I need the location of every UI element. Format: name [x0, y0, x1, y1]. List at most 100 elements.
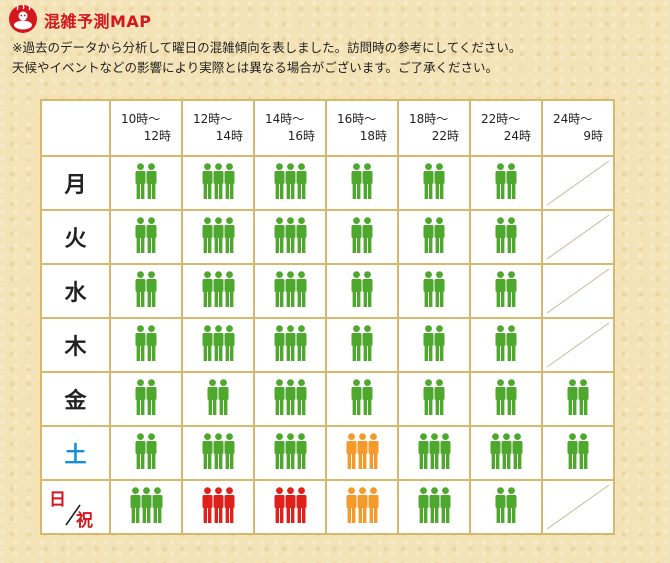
person-icon [434, 325, 445, 361]
day-label: 土 [40, 425, 111, 481]
person-icon [434, 163, 445, 199]
person-icon [296, 217, 306, 253]
person-icon [418, 487, 428, 523]
person-icon [296, 325, 306, 361]
day-row: 水 [40, 263, 615, 319]
time-slot-header: 22時〜 24時 [469, 99, 543, 157]
person-icon [285, 217, 295, 253]
person-icon [285, 487, 295, 523]
congestion-cell [325, 371, 399, 427]
person-icon [357, 487, 367, 523]
person-icon [146, 325, 157, 361]
people-group [135, 163, 157, 199]
people-group [346, 487, 379, 523]
day-label: 火 [40, 209, 111, 265]
people-group [490, 433, 523, 469]
person-icon [362, 379, 373, 415]
congestion-cell [541, 425, 615, 481]
person-icon [202, 217, 212, 253]
time-slot-start: 10時〜 [121, 112, 161, 126]
person-icon [423, 217, 434, 253]
person-icon [495, 379, 506, 415]
person-icon [202, 271, 212, 307]
people-group [135, 217, 157, 253]
people-group [423, 163, 445, 199]
congestion-cell [325, 425, 399, 481]
time-slot-header: 14時〜 16時 [253, 99, 327, 157]
people-group [495, 379, 517, 415]
day-row: 土 [40, 425, 615, 481]
congestion-cell [397, 425, 471, 481]
person-icon [423, 325, 434, 361]
person-icon [146, 217, 157, 253]
time-slot-end: 12時 [143, 129, 171, 143]
person-icon [296, 379, 306, 415]
time-slot-end: 9時 [583, 129, 603, 143]
person-icon [285, 271, 295, 307]
congestion-cell [397, 209, 471, 265]
person-icon [362, 217, 373, 253]
person-icon [578, 433, 589, 469]
congestion-cell [181, 155, 255, 211]
congestion-cell [541, 479, 615, 535]
congestion-cell [469, 209, 543, 265]
people-group [418, 433, 451, 469]
congestion-cell [325, 155, 399, 211]
person-icon [146, 433, 157, 469]
time-slot-end: 24時 [503, 129, 531, 143]
congestion-cell [325, 317, 399, 373]
congestion-cell [253, 425, 327, 481]
time-slot-end: 18時 [359, 129, 387, 143]
person-icon [224, 433, 234, 469]
people-group [274, 379, 307, 415]
congestion-cell [181, 479, 255, 535]
congestion-cell [397, 263, 471, 319]
person-icon [146, 163, 157, 199]
person-icon [512, 433, 522, 469]
people-group [495, 325, 517, 361]
people-group [274, 271, 307, 307]
onsen-bath-icon [9, 4, 37, 33]
people-group [274, 325, 307, 361]
person-icon [213, 325, 223, 361]
people-group [351, 217, 373, 253]
person-icon [274, 487, 284, 523]
congestion-cell [109, 263, 183, 319]
person-icon [506, 271, 517, 307]
person-icon [351, 325, 362, 361]
congestion-cell [109, 425, 183, 481]
person-icon [135, 163, 146, 199]
people-group [135, 433, 157, 469]
person-icon [285, 163, 295, 199]
time-slot-header: 10時〜 12時 [109, 99, 183, 157]
person-icon [213, 487, 223, 523]
person-icon [202, 433, 212, 469]
congestion-cell [325, 479, 399, 535]
day-row: 日祝 [40, 479, 615, 535]
time-slot-start: 14時〜 [265, 112, 305, 126]
person-icon [368, 487, 378, 523]
person-icon [274, 379, 284, 415]
time-slot-end: 16時 [287, 129, 315, 143]
person-icon [202, 163, 212, 199]
people-group [202, 217, 235, 253]
person-icon [224, 487, 234, 523]
day-label: 金 [40, 371, 111, 427]
person-icon [213, 433, 223, 469]
congestion-cell [181, 371, 255, 427]
person-icon [567, 379, 578, 415]
person-icon [296, 271, 306, 307]
congestion-cell [181, 209, 255, 265]
person-icon [146, 271, 157, 307]
person-icon [213, 217, 223, 253]
congestion-cell [397, 155, 471, 211]
person-icon [213, 163, 223, 199]
people-group [351, 271, 373, 307]
people-group [274, 163, 307, 199]
people-group [202, 163, 235, 199]
time-slot-start: 22時〜 [481, 112, 521, 126]
person-icon [506, 487, 517, 523]
congestion-cell [109, 317, 183, 373]
person-icon [418, 433, 428, 469]
person-icon [135, 325, 146, 361]
